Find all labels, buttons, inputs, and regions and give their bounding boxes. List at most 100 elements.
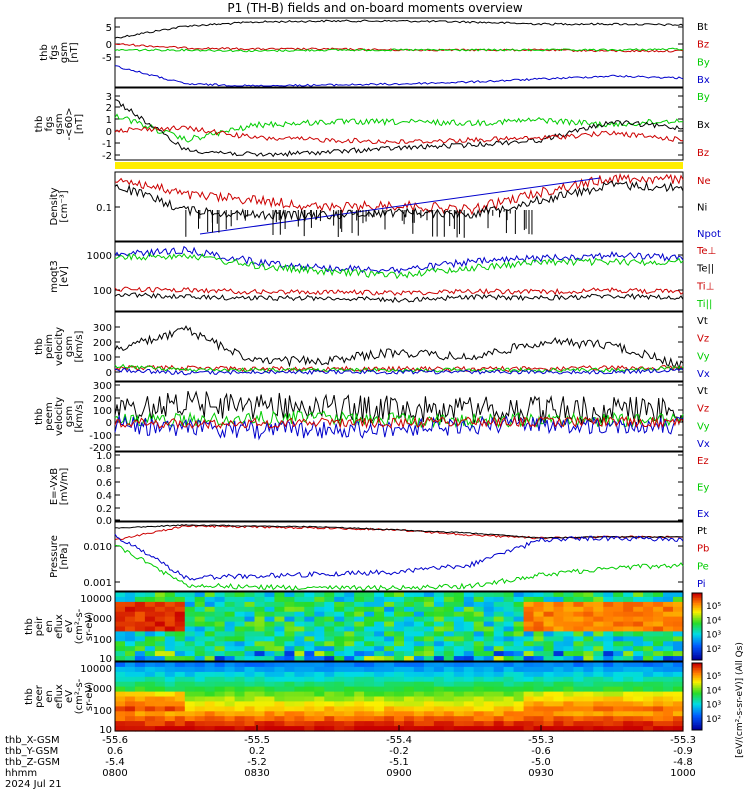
- spectro-cell: [413, 671, 425, 678]
- spectro-cell: [244, 711, 256, 717]
- spectro-cell: [164, 721, 176, 727]
- spectro-cell: [324, 616, 335, 623]
- spectro-cell: [224, 721, 236, 727]
- spectro-cell: [603, 691, 614, 698]
- spectro-cell: [234, 716, 246, 722]
- spectro-cell: [274, 592, 285, 598]
- spectro-cell: [663, 686, 674, 693]
- spectro-cell: [643, 711, 654, 717]
- spectro-cell: [513, 691, 525, 698]
- spectro-cell: [473, 676, 485, 683]
- spectro-cell: [354, 646, 365, 652]
- y-tick-label: 100: [93, 635, 112, 646]
- spectro-cell: [174, 671, 186, 678]
- spectro-cell: [483, 621, 495, 628]
- spectro-cell: [543, 711, 555, 717]
- spectro-cell: [633, 606, 644, 613]
- colorbar-label: [eV/(cm²-s-sr-eV)] (All Qs): [735, 642, 745, 758]
- spectro-cell: [294, 686, 305, 693]
- spectro-cell: [633, 646, 644, 652]
- spectro-cell: [673, 671, 684, 678]
- colorbar-cell: [692, 663, 702, 666]
- legend-fgs_hp-0: By: [697, 92, 710, 103]
- spectro-cell: [294, 616, 305, 623]
- colorbar-peir-tick: 10⁴: [706, 616, 721, 626]
- spectro-cell: [493, 676, 505, 683]
- spectro-cell: [334, 666, 345, 673]
- spectro-cell: [115, 626, 126, 632]
- spectro-cell: [493, 641, 505, 647]
- colorbar-cell: [692, 728, 702, 731]
- colorbar-cell: [692, 669, 702, 672]
- spectro-cell: [294, 711, 305, 717]
- spectro-cell: [354, 721, 365, 727]
- spectro-cell: [304, 716, 315, 722]
- y-tick-label: -200: [89, 443, 112, 454]
- spectro-cell: [623, 686, 634, 693]
- y-tick-label: 0.0: [96, 516, 112, 527]
- colorbar-cell: [692, 651, 702, 654]
- spectro-cell: [274, 656, 285, 662]
- spectro-cell: [174, 606, 186, 613]
- spectro-cell: [543, 641, 555, 647]
- y-axis-label: eflux: [54, 684, 65, 709]
- spectro-cell: [214, 681, 226, 688]
- colorbar-cell: [692, 698, 702, 701]
- spectro-cell: [573, 601, 584, 608]
- spectro-cell: [513, 646, 525, 652]
- spectro-cell: [503, 721, 515, 727]
- spectro-cell: [234, 726, 246, 732]
- spectro-cell: [224, 726, 236, 732]
- spectro-cell: [413, 711, 425, 717]
- spectro-cell: [125, 596, 136, 603]
- spectro-cell: [194, 616, 206, 623]
- spectro-cell: [254, 606, 266, 613]
- spectro-cell: [523, 601, 535, 608]
- spectro-cell: [184, 662, 196, 668]
- line-vy-i: [114, 363, 684, 373]
- spectro-cell: [194, 721, 206, 727]
- spectro-cell: [633, 691, 644, 698]
- spectro-cell: [593, 636, 604, 642]
- spectro-cell: [463, 676, 475, 683]
- spectro-cell: [234, 671, 246, 678]
- spectro-cell: [164, 596, 176, 603]
- spectro-cell: [364, 626, 375, 632]
- spectro-cell: [264, 691, 276, 698]
- y-tick-label: 100: [93, 706, 112, 717]
- spectro-cell: [264, 616, 276, 623]
- spectro-cell: [125, 726, 136, 732]
- spectro-cell: [244, 641, 256, 647]
- spectro-cell: [663, 706, 674, 712]
- spectro-cell: [563, 656, 574, 662]
- legend-pressure-2: Pe: [697, 561, 709, 572]
- spectro-cell: [314, 706, 325, 712]
- colorbar-cell: [692, 596, 702, 599]
- spectro-cell: [204, 656, 216, 662]
- spectro-cell: [224, 711, 236, 717]
- spectro-cell: [513, 701, 525, 707]
- spectro-cell: [364, 606, 375, 613]
- spectro-cell: [523, 711, 535, 717]
- spectro-cell: [653, 621, 664, 628]
- spectro-cell: [134, 651, 146, 657]
- spectro-cell: [553, 651, 565, 657]
- y-axis-label: peir: [34, 616, 45, 636]
- y-axis-label: thb: [34, 116, 45, 133]
- spectro-cell: [324, 606, 335, 613]
- y-tick-label: -1: [102, 139, 112, 150]
- spectro-cell: [533, 601, 545, 608]
- spectro-cell: [194, 691, 206, 698]
- spectro-cell: [274, 606, 285, 613]
- spectro-cell: [563, 641, 574, 647]
- spectro-cell: [154, 626, 166, 632]
- spectro-cell: [274, 721, 285, 727]
- spectro-cell: [433, 646, 445, 652]
- spectro-cell: [493, 631, 505, 637]
- spectro-cell: [154, 701, 166, 707]
- spectro-cell: [673, 626, 684, 632]
- spectro-cell: [204, 662, 216, 668]
- colorbar-cell: [692, 594, 702, 597]
- spectro-cell: [115, 706, 126, 712]
- spectro-cell: [663, 701, 674, 707]
